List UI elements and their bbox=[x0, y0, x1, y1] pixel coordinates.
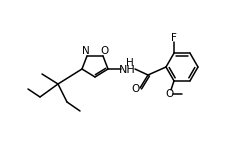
Text: NH: NH bbox=[119, 65, 135, 75]
Text: O: O bbox=[131, 84, 139, 94]
Text: O: O bbox=[100, 46, 108, 56]
Text: F: F bbox=[171, 33, 177, 43]
Text: H: H bbox=[126, 59, 134, 69]
Text: O: O bbox=[165, 89, 173, 99]
Text: N: N bbox=[82, 46, 90, 56]
